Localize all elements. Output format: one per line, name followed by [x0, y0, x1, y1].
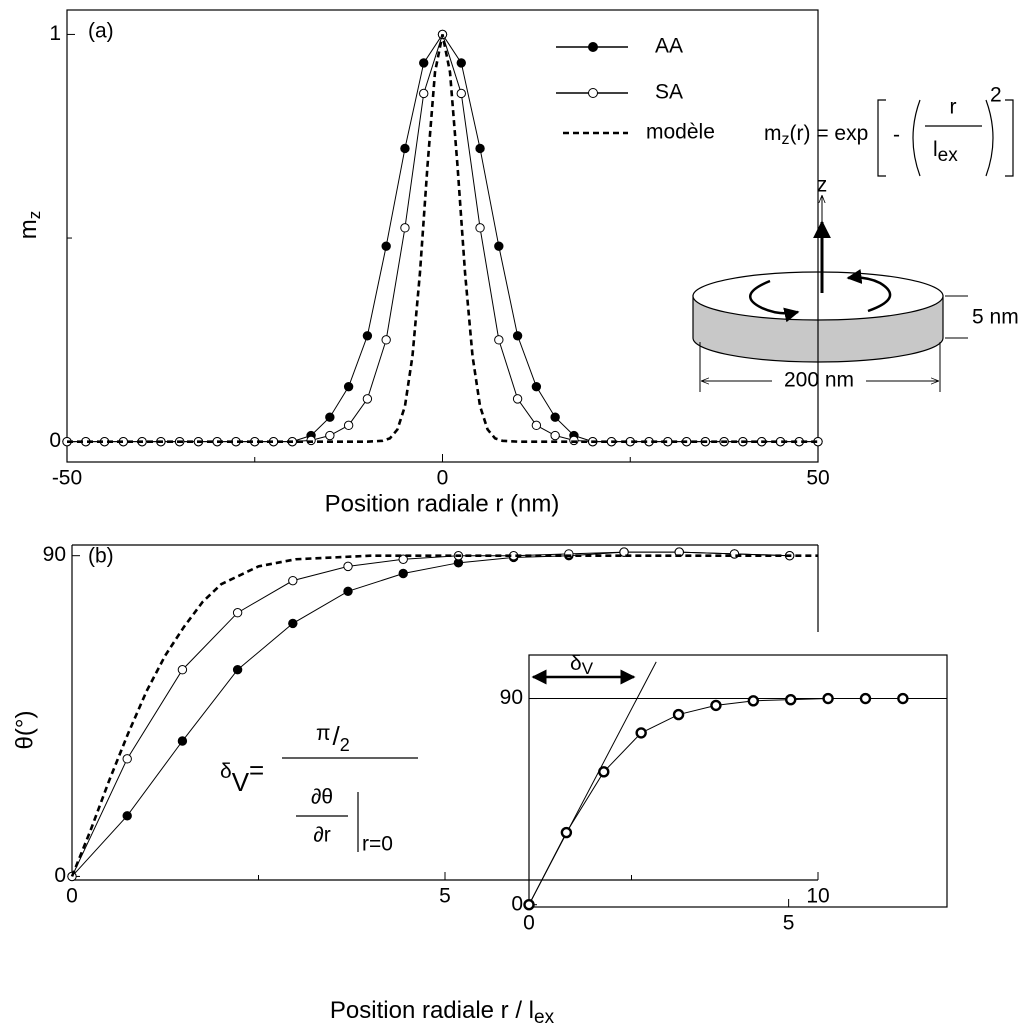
data-point	[512, 394, 523, 404]
legend-marker	[588, 42, 598, 52]
x-tick-label: -50	[52, 467, 82, 490]
formula: r	[950, 96, 957, 119]
data-point	[177, 665, 188, 675]
rotation-arrow	[846, 269, 892, 313]
inset-background	[529, 655, 947, 907]
series-line	[67, 34, 818, 443]
data-point	[523, 899, 535, 911]
x-tick-label: 50	[806, 467, 829, 490]
data-point	[494, 335, 504, 345]
data-point	[672, 708, 685, 721]
y-tick-label: 0	[54, 864, 66, 887]
legend-marker	[588, 88, 598, 98]
formula: ∂r	[313, 824, 330, 847]
x-tick-label: 0	[437, 467, 449, 490]
x-tick-label: 5	[439, 885, 451, 908]
data-point	[747, 695, 760, 707]
data-point	[325, 430, 335, 441]
formula: mz(r) = exp	[764, 122, 868, 149]
x-tick-label: 5	[783, 912, 795, 935]
bracket	[877, 99, 1014, 177]
data-point	[456, 88, 466, 99]
annotation: δV	[570, 652, 594, 679]
data-point	[381, 335, 391, 345]
data-point	[288, 618, 298, 629]
data-point	[400, 223, 410, 233]
series-line	[70, 554, 818, 877]
data-point	[398, 568, 408, 579]
formula: δV=	[220, 755, 264, 797]
formula: lex	[933, 138, 958, 166]
data-point	[550, 412, 560, 422]
y-tick-label: 1	[49, 22, 61, 45]
y-tick-label: 0	[511, 892, 523, 915]
y-tick-label: 90	[43, 543, 66, 566]
data-point	[710, 699, 722, 712]
data-point	[635, 727, 647, 739]
legend-label: AA	[655, 35, 683, 58]
data-point	[232, 665, 243, 675]
data-point	[122, 754, 132, 764]
data-point	[232, 608, 243, 618]
legend-label: SA	[655, 81, 683, 104]
data-point	[343, 420, 354, 431]
data-point	[512, 331, 523, 341]
x-tick-label: 0	[523, 912, 535, 935]
data-point	[398, 554, 408, 564]
data-point	[475, 143, 485, 154]
rotation-arrow	[749, 279, 800, 323]
data-point	[550, 430, 560, 441]
data-point	[456, 58, 466, 68]
data-point	[419, 58, 429, 68]
data-point	[343, 381, 354, 392]
formula: 2	[990, 84, 1002, 107]
panel-label: (b)	[88, 545, 114, 568]
formula: ∂θ	[311, 786, 333, 809]
data-point	[598, 766, 610, 778]
data-point	[419, 88, 429, 99]
data-point	[560, 826, 573, 839]
formula: -	[893, 124, 900, 147]
y-axis-label: mz	[15, 211, 44, 240]
plot-frame	[66, 9, 819, 463]
data-point	[897, 692, 909, 705]
dimension-label: 200 nm	[784, 369, 854, 392]
data-point	[531, 420, 542, 431]
dimension-label: 5 nm	[972, 306, 1019, 329]
data-point	[619, 547, 629, 557]
x-tick-label: 10	[806, 885, 829, 908]
paren	[912, 99, 994, 177]
plot-frame	[528, 654, 948, 908]
legend-label: modèle	[646, 121, 715, 144]
data-point	[343, 586, 353, 597]
data-point	[381, 241, 391, 251]
x-axis-label: Position radiale r / lex	[330, 997, 555, 1028]
data-point	[288, 575, 298, 586]
data-point	[362, 331, 373, 341]
x-axis-label: Position radiale r (nm)	[325, 490, 560, 517]
panel-label: (a)	[88, 20, 114, 43]
data-point	[494, 241, 504, 251]
formula: r=0	[362, 833, 393, 856]
y-tick-label: 0	[49, 429, 61, 452]
data-point	[122, 811, 132, 821]
data-point	[325, 412, 335, 422]
formula: π/2	[316, 721, 350, 755]
data-point	[475, 223, 485, 233]
data-point	[177, 736, 188, 746]
data-point	[785, 693, 797, 706]
y-axis-label: θ(°)	[11, 711, 38, 750]
data-point	[859, 692, 872, 705]
data-point	[362, 394, 373, 404]
x-tick-label: 0	[66, 885, 78, 908]
axis-name: z	[817, 174, 828, 197]
y-tick-label: 90	[500, 686, 523, 709]
data-point	[400, 143, 410, 154]
data-point	[822, 692, 834, 705]
data-point	[531, 381, 542, 392]
series-line	[71, 551, 790, 877]
data-point	[343, 561, 353, 572]
